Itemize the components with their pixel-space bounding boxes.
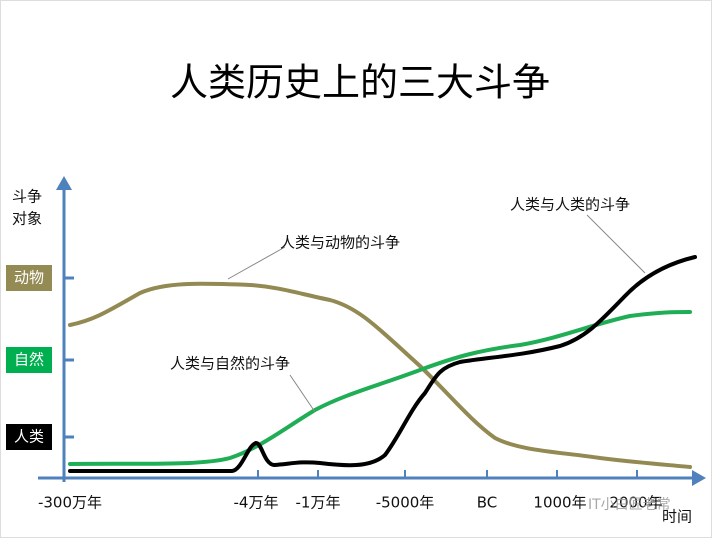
x-tick-label: BC xyxy=(477,494,498,512)
axes xyxy=(38,186,694,482)
level-label: 人类 xyxy=(14,428,44,446)
x-tick-label: 1000年 xyxy=(533,494,586,512)
y-label: 斗争 xyxy=(12,188,42,206)
title: 人类历史上的三大斗争 xyxy=(170,61,550,105)
x-tick-label: 2000年 xyxy=(609,494,662,512)
x-tick-label: -5000年 xyxy=(376,494,435,512)
nature-curve xyxy=(68,310,692,466)
level-box xyxy=(6,424,52,450)
animal-curve xyxy=(68,281,692,469)
x-tick-label: -1万年 xyxy=(296,494,341,512)
y-arrow xyxy=(56,176,72,190)
x-arrow xyxy=(692,470,706,486)
level-box xyxy=(6,347,52,373)
level-label: 动物 xyxy=(14,269,44,287)
annotation: 人类与自然的斗争 xyxy=(170,355,290,373)
x-tick-label: -300万年 xyxy=(38,494,102,512)
x-label: 时间 xyxy=(662,508,692,526)
annotation: 人类与动物的斗争 xyxy=(280,234,400,252)
watermark: IT小白匠老常 xyxy=(588,497,671,513)
level-label: 自然 xyxy=(14,351,44,369)
y-label: 对象 xyxy=(12,210,42,228)
annotation: 人类与人类的斗争 xyxy=(510,196,630,214)
human-curve xyxy=(68,255,697,473)
level-box xyxy=(6,265,52,291)
leader-lines xyxy=(227,214,646,413)
x-tick-label: -4万年 xyxy=(234,494,279,512)
